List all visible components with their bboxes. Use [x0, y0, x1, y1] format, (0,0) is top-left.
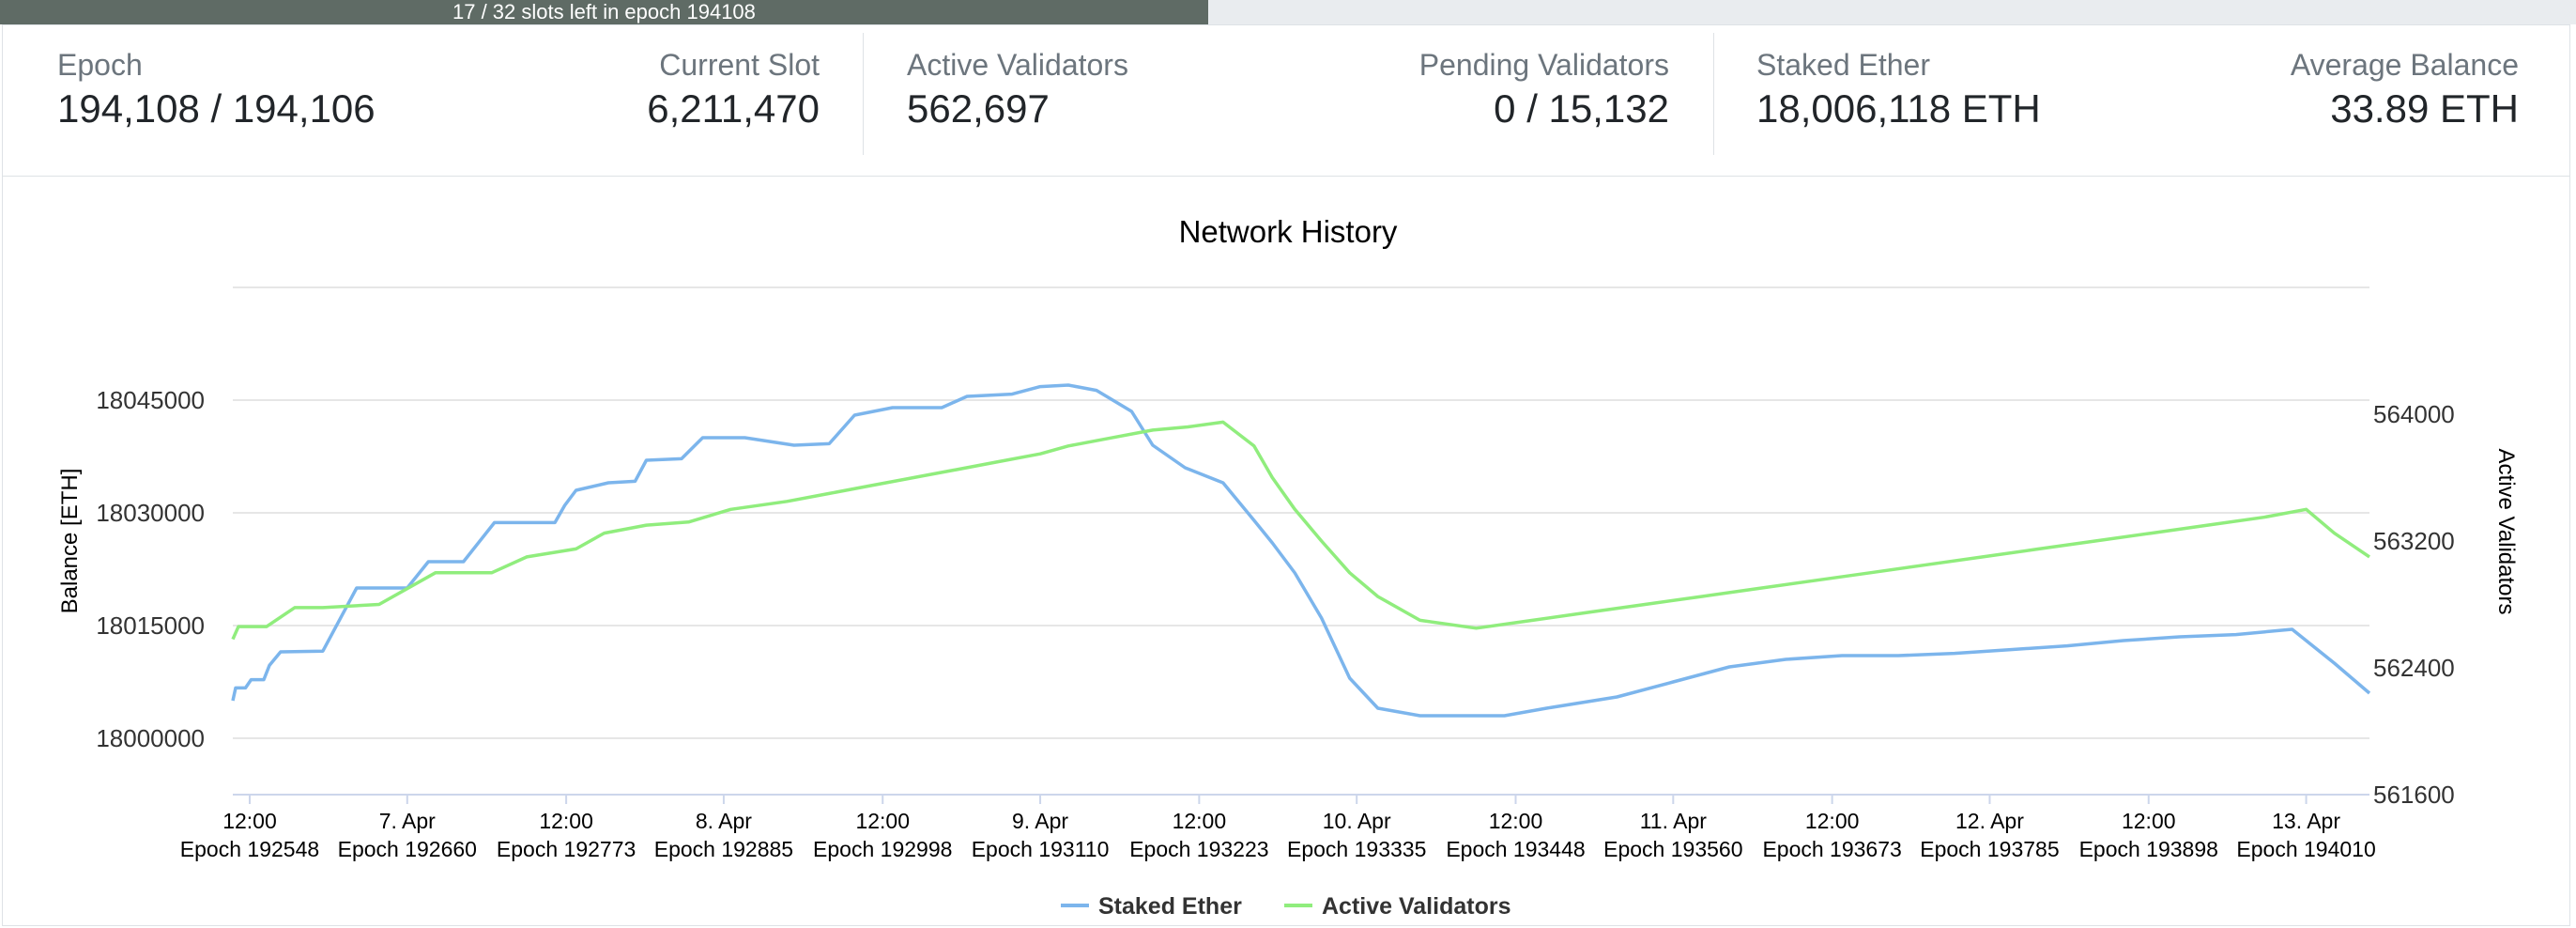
x-tick-label: 12. Apr: [1955, 809, 2024, 833]
x-tick-sublabel: Epoch 193785: [1920, 837, 2059, 861]
legend-item-active-validators-label: Active Validators: [1322, 893, 1510, 920]
y-tick-label-left: 18030000: [96, 499, 205, 527]
stat-average-balance-label: Average Balance: [2290, 48, 2519, 82]
stat-staked-ether: Staked Ether 18,006,118 ETH: [1756, 48, 2041, 131]
stat-epoch: Epoch 194,108 / 194,106: [57, 48, 376, 131]
stat-epoch-value: 194,108 / 194,106: [57, 86, 376, 131]
x-tick-sublabel: Epoch 192885: [654, 837, 793, 861]
x-tick-label: 13. Apr: [2272, 809, 2340, 833]
stat-pending-validators-label: Pending Validators: [1418, 48, 1669, 82]
x-tick-sublabel: Epoch 192548: [180, 837, 319, 861]
stat-epoch-label: Epoch: [57, 48, 143, 82]
epoch-progress-bar: 17 / 32 slots left in epoch 194108: [0, 0, 2576, 24]
stat-current-slot: Current Slot 6,211,470: [647, 48, 820, 131]
x-tick-label: 12:00: [1173, 809, 1227, 833]
x-tick-sublabel: Epoch 193223: [1129, 837, 1268, 861]
y-tick-label-left: 18000000: [96, 724, 205, 752]
legend-item-staked-ether-label: Staked Ether: [1098, 893, 1242, 920]
y-tick-label-left: 18045000: [96, 386, 205, 414]
y-tick-label-right: 564000: [2373, 400, 2455, 428]
y-axis-title-left: Balance [ETH]: [57, 469, 83, 614]
epoch-progress-text: 17 / 32 slots left in epoch 194108: [452, 0, 756, 23]
x-tick-label: 12:00: [539, 809, 593, 833]
x-tick-sublabel: Epoch 193560: [1603, 837, 1742, 861]
stat-pending-validators: Pending Validators 0 / 15,132: [1419, 48, 1669, 131]
x-tick-sublabel: Epoch 193673: [1762, 837, 1901, 861]
stat-staked-ether-label: Staked Ether: [1756, 48, 1930, 82]
x-tick-label: 8. Apr: [696, 809, 752, 833]
y-tick-label-left: 18015000: [96, 611, 205, 640]
stats-divider: [863, 33, 864, 155]
stat-current-slot-value: 6,211,470: [647, 86, 820, 131]
series-line-staked-ether: [231, 383, 2371, 718]
x-tick-label: 10. Apr: [1323, 809, 1391, 833]
stat-active-validators-value: 562,697: [907, 86, 1050, 131]
epoch-progress-fill: 17 / 32 slots left in epoch 194108: [0, 0, 1208, 24]
stat-staked-ether-value: 18,006,118 ETH: [1756, 86, 2041, 131]
x-tick-label: 12:00: [222, 809, 277, 833]
x-tick-label: 12:00: [1489, 809, 1543, 833]
x-tick-sublabel: Epoch 193898: [2079, 837, 2218, 861]
stats-row: Epoch 194,108 / 194,106 Current Slot 6,2…: [3, 25, 2569, 177]
x-tick-sublabel: Epoch 192660: [338, 837, 477, 861]
stat-active-validators-label: Active Validators: [907, 48, 1128, 82]
x-tick-sublabel: Epoch 193110: [972, 837, 1110, 861]
x-tick-sublabel: Epoch 193448: [1446, 837, 1585, 861]
x-tick-sublabel: Epoch 194010: [2236, 837, 2375, 861]
x-tick-label: 12:00: [855, 809, 910, 833]
x-tick-label: 11. Apr: [1640, 809, 1708, 833]
x-tick-sublabel: Epoch 192773: [497, 837, 636, 861]
stat-active-validators: Active Validators 562,697: [907, 48, 1128, 131]
y-tick-label-right: 561600: [2373, 781, 2455, 809]
x-tick-label: 12:00: [2122, 809, 2176, 833]
chart-title: Network History: [1178, 214, 1398, 249]
x-tick-label: 9. Apr: [1012, 809, 1068, 833]
series-line-active-validators: [231, 420, 2370, 641]
y-tick-label-right: 563200: [2373, 527, 2455, 555]
x-tick-label: 7. Apr: [379, 809, 436, 833]
stats-divider: [1713, 33, 1714, 155]
stat-average-balance-value: 33.89 ETH: [2330, 86, 2519, 131]
stat-pending-validators-value: 0 / 15,132: [1494, 86, 1669, 131]
x-tick-sublabel: Epoch 193335: [1287, 837, 1426, 861]
stat-current-slot-label: Current Slot: [659, 48, 820, 82]
y-tick-label-right: 562400: [2373, 654, 2455, 682]
y-axis-title-right: Active Validators: [2493, 449, 2519, 615]
x-tick-label: 12:00: [1805, 809, 1860, 833]
x-tick-sublabel: Epoch 192998: [813, 837, 952, 861]
network-overview-card: Epoch 194,108 / 194,106 Current Slot 6,2…: [2, 24, 2570, 926]
stat-average-balance: Average Balance 33.89 ETH: [2291, 48, 2519, 131]
